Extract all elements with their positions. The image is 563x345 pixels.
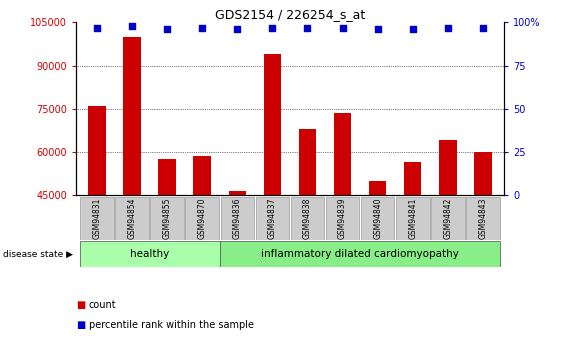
Bar — [229, 190, 246, 195]
Point — [198, 25, 207, 30]
FancyBboxPatch shape — [115, 197, 149, 240]
Point — [443, 25, 452, 30]
FancyBboxPatch shape — [221, 197, 254, 240]
Text: GSM94841: GSM94841 — [408, 198, 417, 239]
Bar — [369, 180, 386, 195]
Text: disease state ▶: disease state ▶ — [3, 250, 73, 259]
FancyBboxPatch shape — [291, 197, 324, 240]
FancyBboxPatch shape — [220, 241, 501, 267]
FancyBboxPatch shape — [361, 197, 395, 240]
Bar — [334, 113, 351, 195]
Point — [303, 25, 312, 30]
FancyBboxPatch shape — [256, 197, 289, 240]
Bar — [263, 54, 281, 195]
FancyBboxPatch shape — [431, 197, 464, 240]
Text: GSM94831: GSM94831 — [92, 198, 101, 239]
Point — [338, 25, 347, 30]
Bar — [474, 152, 491, 195]
Point — [128, 23, 137, 29]
Bar — [88, 106, 106, 195]
Bar — [158, 159, 176, 195]
Text: GSM94838: GSM94838 — [303, 198, 312, 239]
Title: GDS2154 / 226254_s_at: GDS2154 / 226254_s_at — [215, 8, 365, 21]
Text: ■: ■ — [76, 300, 85, 310]
Text: GSM94870: GSM94870 — [198, 197, 207, 239]
Text: ■: ■ — [76, 320, 85, 330]
Text: inflammatory dilated cardiomyopathy: inflammatory dilated cardiomyopathy — [261, 249, 459, 259]
Text: GSM94855: GSM94855 — [163, 197, 172, 239]
FancyBboxPatch shape — [185, 197, 219, 240]
Text: GSM94840: GSM94840 — [373, 197, 382, 239]
Point — [373, 27, 382, 32]
Text: GSM94854: GSM94854 — [128, 197, 137, 239]
Point — [92, 25, 101, 30]
Bar — [404, 162, 422, 195]
Text: count: count — [89, 300, 117, 310]
FancyBboxPatch shape — [396, 197, 430, 240]
Bar — [194, 156, 211, 195]
Text: GSM94836: GSM94836 — [233, 197, 242, 239]
Bar — [299, 129, 316, 195]
Text: GSM94842: GSM94842 — [443, 198, 452, 239]
Text: healthy: healthy — [130, 249, 169, 259]
Text: GSM94837: GSM94837 — [268, 197, 277, 239]
Point — [408, 27, 417, 32]
Point — [163, 27, 172, 32]
FancyBboxPatch shape — [79, 241, 220, 267]
Point — [479, 25, 488, 30]
Text: GSM94839: GSM94839 — [338, 197, 347, 239]
Text: percentile rank within the sample: percentile rank within the sample — [89, 320, 254, 330]
Bar — [439, 140, 457, 195]
FancyBboxPatch shape — [150, 197, 184, 240]
Text: GSM94843: GSM94843 — [479, 197, 488, 239]
Point — [268, 25, 277, 30]
FancyBboxPatch shape — [80, 197, 114, 240]
Bar — [123, 37, 141, 195]
FancyBboxPatch shape — [326, 197, 359, 240]
Point — [233, 27, 242, 32]
FancyBboxPatch shape — [466, 197, 500, 240]
